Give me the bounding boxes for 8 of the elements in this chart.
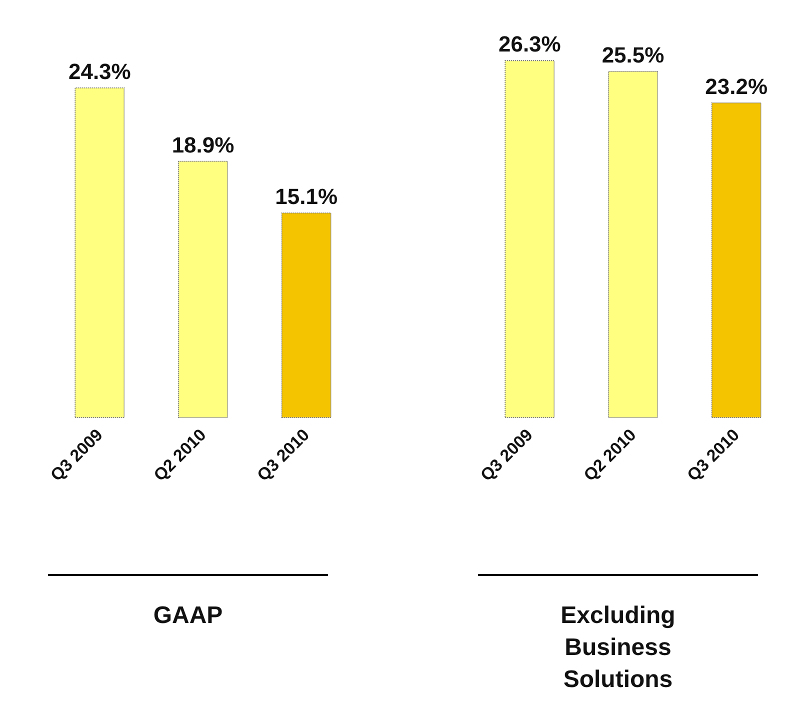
- x-axis-title: GAAP: [152, 601, 224, 631]
- x-axis-title: Excluding Business Solutions: [560, 601, 676, 695]
- data-label: 25.5%: [602, 42, 664, 68]
- data-label: 15.1%: [275, 184, 338, 210]
- data-label: 26.3%: [498, 32, 561, 57]
- data-label: 18.9%: [172, 132, 234, 158]
- data-label: 23.2%: [705, 74, 768, 99]
- data-label: 24.3%: [68, 58, 131, 84]
